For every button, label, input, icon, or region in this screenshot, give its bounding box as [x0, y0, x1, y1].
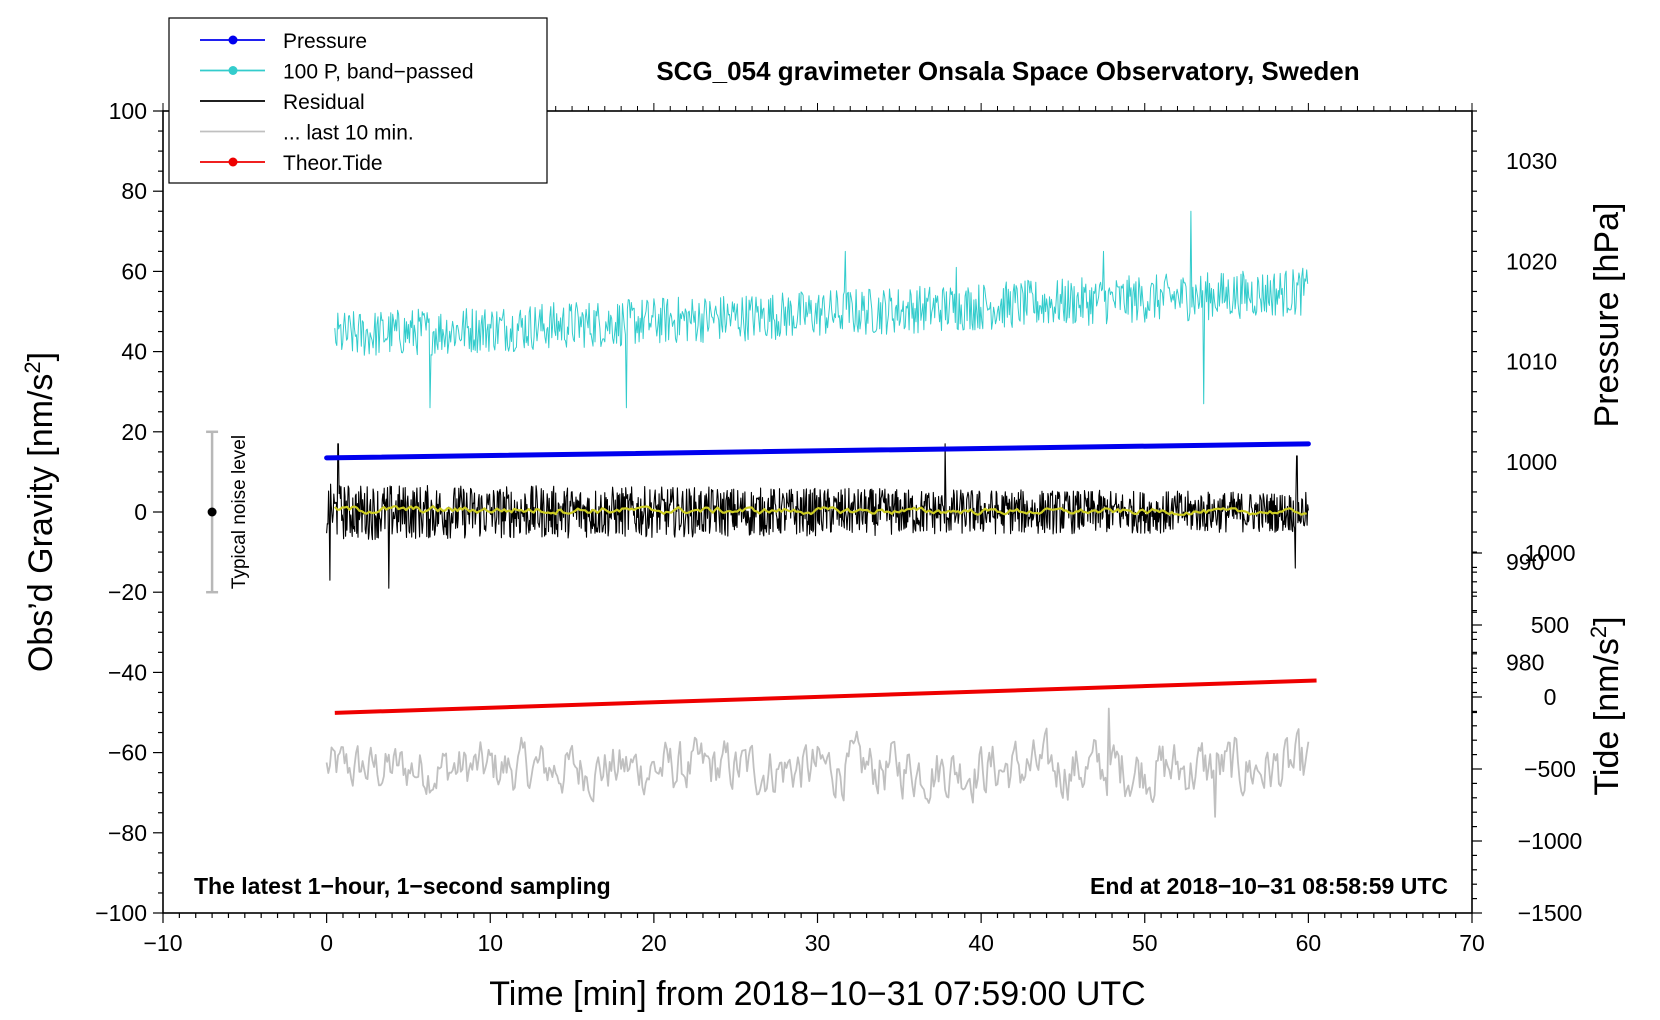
pressure-tick-label: 980 — [1506, 649, 1544, 675]
y-tick-label: −100 — [95, 900, 147, 926]
y-tick-label: 80 — [121, 178, 147, 204]
y-tick-label: 20 — [121, 419, 147, 445]
left-axis-title-sup: 2 — [20, 361, 45, 373]
left-axis-title-end: ] — [22, 352, 60, 361]
series-layer — [324, 210, 1317, 818]
x-tick-label: 0 — [320, 930, 333, 956]
annotation-end-time: End at 2018−10−31 08:58:59 UTC — [1090, 873, 1448, 899]
noise-level-label: Typical noise level — [229, 435, 250, 589]
pressure-tick-label: 990 — [1506, 549, 1544, 575]
tide-tick-label: −1000 — [1518, 828, 1583, 854]
x-tick-label: 10 — [477, 930, 503, 956]
series-theor-tide — [334, 678, 1317, 715]
legend-label: Theor.Tide — [283, 152, 383, 175]
pressure-tick-label: 1030 — [1506, 148, 1557, 174]
legend-label: 100 P, band−passed — [283, 61, 474, 84]
pressure-tick-label: 1020 — [1506, 248, 1557, 274]
series-100-p-band-passed — [334, 210, 1309, 409]
x-tick-label: −10 — [143, 930, 182, 956]
tide-tick-label: −500 — [1524, 756, 1576, 782]
x-tick-label: 70 — [1459, 930, 1485, 956]
x-tick-label: 50 — [1132, 930, 1158, 956]
x-axis-title: Time [min] from 2018−10−31 07:59:00 UTC — [489, 975, 1145, 1013]
series-residual-smoothed — [333, 505, 1307, 516]
legend-label: Pressure — [283, 30, 367, 53]
tide-tick-label: −1500 — [1518, 900, 1583, 926]
noise-level-bar: Typical noise level — [206, 430, 250, 594]
series-last-10-min — [325, 707, 1310, 818]
y-tick-label: −80 — [108, 820, 147, 846]
legend-label: ... last 10 min. — [283, 122, 414, 145]
legend-swatch-marker — [228, 66, 238, 75]
left-axis-title: Obs’d Gravity [nm/s2] — [20, 352, 61, 672]
x-tick-label: 60 — [1296, 930, 1322, 956]
y-tick-label: −40 — [108, 659, 147, 685]
legend-label: Residual — [283, 91, 365, 114]
left-axis-title-main: Obs’d Gravity [nm/s — [22, 374, 60, 673]
legend: Pressure 100 P, band−passed Residual ... la… — [168, 17, 548, 184]
legend-items: Pressure 100 P, band−passed Residual ... la… — [200, 30, 474, 175]
tide-tick-label: 0 — [1544, 684, 1557, 710]
tide-axis-title-main: Tide [nm/s — [1588, 638, 1626, 795]
tide-tick-label: 500 — [1531, 612, 1569, 638]
y-tick-label: 60 — [121, 258, 147, 284]
x-tick-label: 40 — [968, 930, 994, 956]
y-tick-label: 100 — [109, 98, 147, 124]
series-residual — [326, 443, 1309, 589]
noise-bar-center — [207, 507, 217, 517]
pressure-tick-label: 1010 — [1506, 349, 1557, 375]
y-tick-label: 40 — [121, 339, 147, 365]
tide-axis-title: Tide [nm/s2] — [1586, 616, 1627, 795]
y-tick-label: 0 — [134, 499, 147, 525]
legend-swatch-marker — [228, 35, 238, 45]
pressure-axis-title: Pressure [hPa] — [1588, 203, 1626, 428]
pressure-axis-ticks: 980 990 1000 1010 1020 1030 — [1472, 110, 1557, 714]
y-tick-label: −60 — [108, 740, 147, 766]
pressure-tick-label: 1000 — [1506, 449, 1557, 475]
tide-axis-title-sup: 2 — [1586, 626, 1611, 638]
x-tick-label: 20 — [641, 930, 667, 956]
tide-axis-ticks: −1500 −1000 −500 0 500 1000 — [1472, 540, 1582, 926]
legend-swatch-marker — [228, 157, 238, 167]
tide-axis-title-end: ] — [1588, 616, 1626, 625]
tide-tick-label: 1000 — [1524, 540, 1575, 566]
chart-title: SCG_054 gravimeter Onsala Space Observat… — [656, 56, 1359, 86]
series-pressure — [324, 441, 1311, 461]
x-axis-ticks: −10 0 10 20 30 40 50 60 70 — [143, 103, 1485, 956]
x-tick-label: 30 — [805, 930, 831, 956]
left-axis-ticks: −100 −80 −60 −40 −20 0 20 40 60 80 100 — [95, 98, 163, 926]
annotation-sampling: The latest 1−hour, 1−second sampling — [194, 873, 611, 899]
y-tick-label: −20 — [108, 579, 147, 605]
